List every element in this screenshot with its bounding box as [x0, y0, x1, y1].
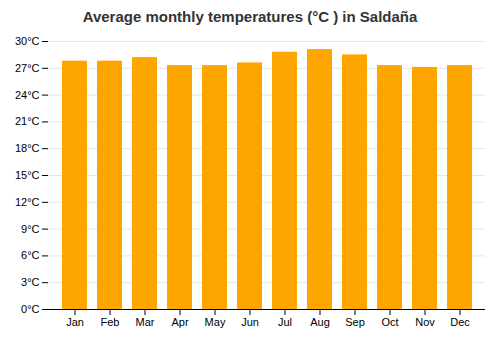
svg-text:3°C: 3°C [21, 276, 40, 288]
svg-text:Oct: Oct [381, 316, 398, 328]
html-text:Average monthly temperatures (: Average monthly temperatures (°C ) in Sa… [82, 8, 418, 25]
svg-text:9°C: 9°C [21, 223, 40, 235]
svg-text:18°C: 18°C [15, 142, 40, 154]
svg-text:Feb: Feb [101, 316, 120, 328]
svg-text:6°C: 6°C [21, 249, 40, 261]
svg-text:Dec: Dec [450, 316, 470, 328]
svg-text:Nov: Nov [415, 316, 435, 328]
svg-text:Jul: Jul [278, 316, 292, 328]
svg-text:24°C: 24°C [15, 89, 40, 101]
svg-text:15°C: 15°C [15, 169, 40, 181]
svg-text:Sep: Sep [345, 316, 365, 328]
svg-text:27°C: 27°C [15, 62, 40, 74]
svg-text:Jun: Jun [241, 316, 259, 328]
svg-text:Apr: Apr [171, 316, 188, 328]
svg-text:0°C: 0°C [21, 303, 40, 315]
svg-text:Jan: Jan [66, 316, 84, 328]
svg-text:Mar: Mar [136, 316, 155, 328]
svg-text:30°C: 30°C [15, 35, 40, 47]
svg-text:May: May [205, 316, 226, 328]
svg-text:Aug: Aug [310, 316, 330, 328]
svg-text:21°C: 21°C [15, 115, 40, 127]
svg-text:12°C: 12°C [15, 196, 40, 208]
